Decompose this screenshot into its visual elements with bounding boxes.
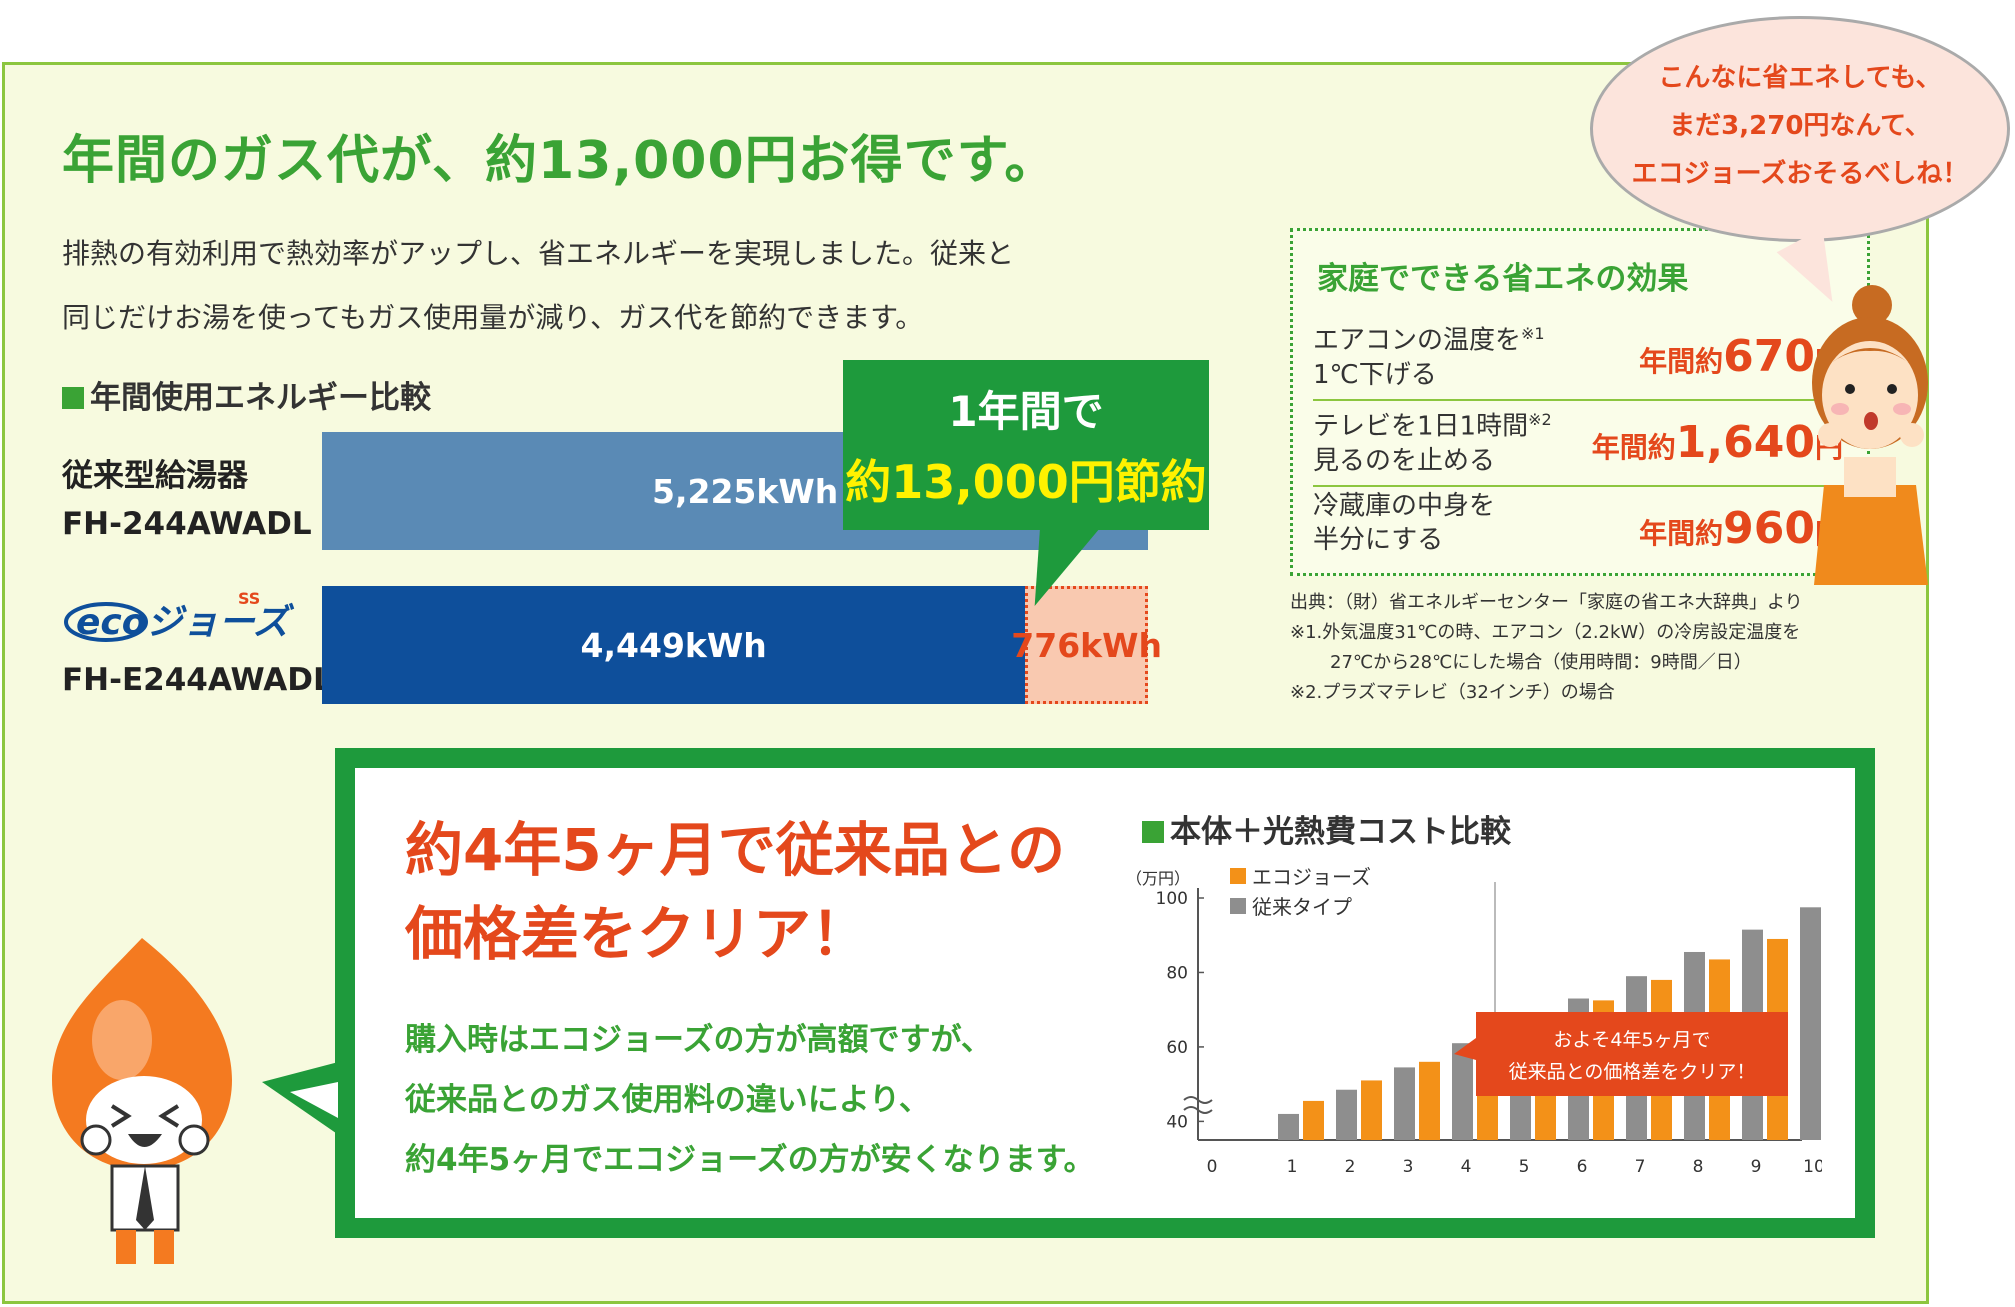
woman-character-icon bbox=[1800, 285, 1940, 605]
conventional-name: 従来型給湯器 bbox=[62, 458, 248, 494]
x-tick-label: 0 bbox=[1207, 1157, 1218, 1177]
y-tick-label: 100 bbox=[1156, 889, 1188, 909]
conventional-label: 従来型給湯器 FH-244AWADL bbox=[62, 452, 312, 548]
annotation-box bbox=[1476, 1012, 1788, 1096]
bar-ecojozu bbox=[1303, 1100, 1324, 1140]
bar-ecojozu bbox=[1361, 1080, 1382, 1140]
annotation-tail bbox=[1454, 1038, 1476, 1060]
bar-conventional-type bbox=[1800, 907, 1821, 1140]
flame-mascot-icon bbox=[32, 930, 252, 1280]
page-headline: 年間のガス代が、約13,000円お得です。 bbox=[62, 131, 1058, 191]
cost-chart-title: 本体＋光熱費コスト比較 bbox=[1142, 806, 1511, 851]
tips-box: 家庭でできる省エネの効果 エアコンの温度を※1 1℃下げる 年間約670円 テレ… bbox=[1290, 228, 1870, 576]
square-bullet-icon bbox=[1142, 821, 1164, 843]
note-1: ※1.外気温度31℃の時、エアコン（2.2kW）の冷房設定温度を bbox=[1290, 622, 1801, 643]
bar-saving: 776kWh bbox=[1011, 586, 1162, 704]
intro-line-1: 排熱の有効利用で熱効率がアップし、省エネルギーを実現しました。従来と bbox=[62, 237, 1015, 270]
tip-label: エアコンの温度を※1 1℃下げる bbox=[1313, 324, 1545, 390]
tip-row: エアコンの温度を※1 1℃下げる 年間約670円 bbox=[1313, 313, 1843, 401]
note-1-cont: 27℃から28℃にした場合（使用時間：9時間／日） bbox=[1330, 652, 1752, 673]
savings-callout: 1年間で 約13,000円節約 bbox=[843, 360, 1209, 530]
x-tick-label: 3 bbox=[1403, 1157, 1414, 1177]
callout-line-2: 約13,000円節約 bbox=[845, 455, 1207, 509]
eco-logo-text: ecoジョーズ bbox=[76, 602, 295, 643]
speech-text: こんなに省エネしても、 まだ3,270円なんて、 エコジョーズおそるべしね！ bbox=[1631, 63, 1969, 189]
x-tick-label: 4 bbox=[1461, 1157, 1472, 1177]
legend-label: エコジョーズ bbox=[1252, 865, 1371, 889]
y-tick-label: 60 bbox=[1166, 1038, 1188, 1058]
energy-compare-title: 年間使用エネルギー比較 bbox=[62, 372, 431, 417]
bar-saving-label: 776kWh bbox=[1011, 625, 1163, 665]
note-2: ※2.プラズマテレビ（32インチ）の場合 bbox=[1290, 682, 1615, 703]
payback-box bbox=[335, 748, 1875, 1238]
legend-swatch bbox=[1230, 898, 1246, 914]
eco-model: FH-E244AWADL bbox=[62, 662, 333, 698]
x-tick-label: 5 bbox=[1519, 1157, 1530, 1177]
callout-line-1: 1年間で bbox=[948, 387, 1104, 436]
y-tick-label: 40 bbox=[1166, 1112, 1188, 1132]
conventional-model: FH-244AWADL bbox=[62, 506, 312, 542]
y-unit-label: （万円） bbox=[1126, 869, 1190, 888]
bar-eco: 4,449kWh bbox=[322, 586, 1026, 704]
x-tick-label: 9 bbox=[1751, 1157, 1762, 1177]
x-tick-label: 1 bbox=[1287, 1157, 1298, 1177]
bar-conventional-label: 5,225kWh bbox=[652, 471, 839, 511]
x-tick-label: 2 bbox=[1345, 1157, 1356, 1177]
payback-body: 購入時はエコジョーズの方が高額ですが、 従来品とのガス使用料の違いにより、 約4… bbox=[405, 1022, 1095, 1178]
annotation-line-1: およそ4年5ヶ月で bbox=[1553, 1029, 1710, 1051]
payback-headline: 約4年5ヶ月で従来品との 価格差をクリア！ bbox=[405, 816, 1066, 968]
note-source: 出典：（財）省エネルギーセンター「家庭の省エネ大辞典」より bbox=[1290, 592, 1803, 613]
bar-conventional-type bbox=[1336, 1089, 1357, 1140]
square-bullet-icon bbox=[62, 387, 84, 409]
tips-title: 家庭でできる省エネの効果 bbox=[1317, 261, 1689, 297]
axis-break-icon bbox=[1183, 1096, 1213, 1114]
x-tick-label: 7 bbox=[1635, 1157, 1646, 1177]
annotation-line-2: 従来品との価格差をクリア！ bbox=[1509, 1061, 1756, 1083]
intro-text: 排熱の有効利用で熱効率がアップし、省エネルギーを実現しました。従来と 同じだけお… bbox=[62, 222, 1182, 350]
cost-chart: （万円） 40 60 80 100 0 1 2 3 4 5 6 7 8 9 10 エコジョーズ従来タイプおよそ4… bbox=[1126, 865, 1822, 1177]
svg-text:SS: SS bbox=[238, 589, 260, 608]
x-tick-label: 10 bbox=[1803, 1157, 1822, 1177]
bar-eco-label: 4,449kWh bbox=[580, 625, 767, 665]
x-tick-label: 6 bbox=[1577, 1157, 1588, 1177]
speech-bubble bbox=[1590, 16, 2010, 242]
payback-box-tail-inner bbox=[290, 1082, 338, 1118]
intro-line-2: 同じだけお湯を使ってもガス使用量が減り、ガス代を節約できます。 bbox=[62, 301, 924, 334]
tip-row: 冷蔵庫の中身を 半分にする 年間約960円 bbox=[1313, 485, 1843, 571]
tip-label: テレビを1日1時間※2 見るのを止める bbox=[1313, 410, 1552, 476]
bar-conventional-type bbox=[1278, 1113, 1299, 1140]
tip-row: テレビを1日1時間※2 見るのを止める 年間約1,640円 bbox=[1313, 399, 1843, 487]
legend-label: 従来タイプ bbox=[1252, 895, 1352, 919]
bar-conventional-type bbox=[1394, 1067, 1415, 1140]
bar-ecojozu bbox=[1419, 1061, 1440, 1140]
x-tick-label: 8 bbox=[1693, 1157, 1704, 1177]
bar-conventional-type bbox=[1452, 1043, 1473, 1140]
ecojozu-logo: ecoジョーズ SS bbox=[58, 588, 298, 644]
tip-label: 冷蔵庫の中身を 半分にする bbox=[1313, 491, 1496, 555]
tip-value: 年間約1,640円 bbox=[1591, 417, 1843, 468]
y-tick-label: 80 bbox=[1166, 963, 1188, 983]
legend-swatch bbox=[1230, 868, 1246, 884]
